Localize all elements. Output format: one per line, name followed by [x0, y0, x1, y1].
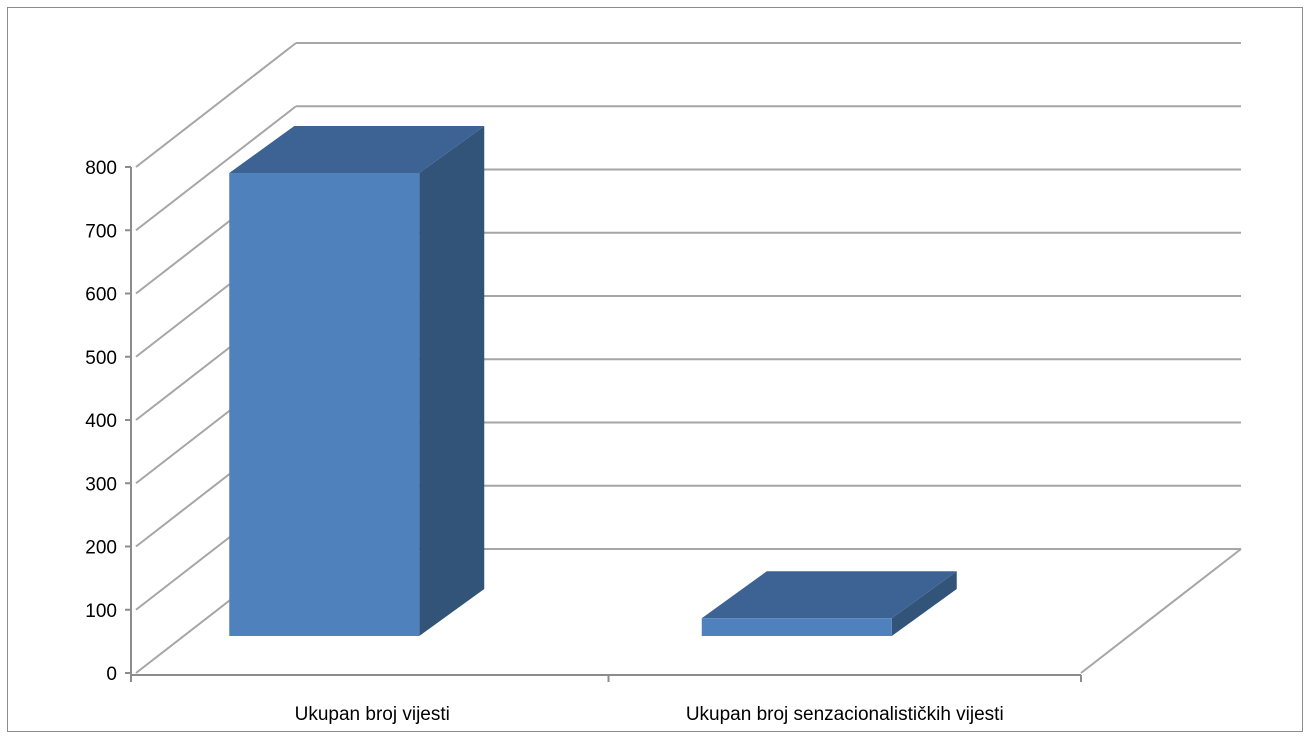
y-tick-label: 700	[85, 221, 117, 242]
bar-chart-3d: 0 100 200 300 400 500 600 700 800 Ukupan broj vij…	[85, 42, 1242, 725]
y-tick-label: 0	[106, 664, 117, 685]
bar-front-face	[229, 173, 420, 636]
x-category-label: Ukupan broj senzacionalističkih vijesti	[686, 704, 1004, 725]
x-category-label: Ukupan broj vijesti	[295, 704, 450, 725]
bar-front-face	[701, 618, 892, 636]
bar-side-face	[891, 571, 957, 636]
chart-area: 0 100 200 300 400 500 600 700 800 Ukupan broj vij…	[7, 7, 1303, 732]
y-tick-label: 100	[85, 601, 117, 622]
y-tick-label: 600	[85, 285, 117, 306]
gridline-side	[135, 105, 297, 232]
y-tick-label: 200	[85, 538, 117, 559]
y-tick-label: 400	[85, 411, 117, 432]
bar-0	[229, 126, 485, 636]
bar-top-face	[229, 126, 485, 174]
gridline-side	[135, 42, 297, 168]
bar-side-face	[419, 126, 485, 636]
y-tick-label: 500	[85, 348, 117, 369]
floor-right-edge	[1080, 548, 1242, 674]
y-tick-label: 800	[85, 158, 117, 179]
y-tick-label: 300	[85, 474, 117, 495]
bar-top-face	[701, 571, 957, 619]
bar-1	[701, 571, 957, 636]
